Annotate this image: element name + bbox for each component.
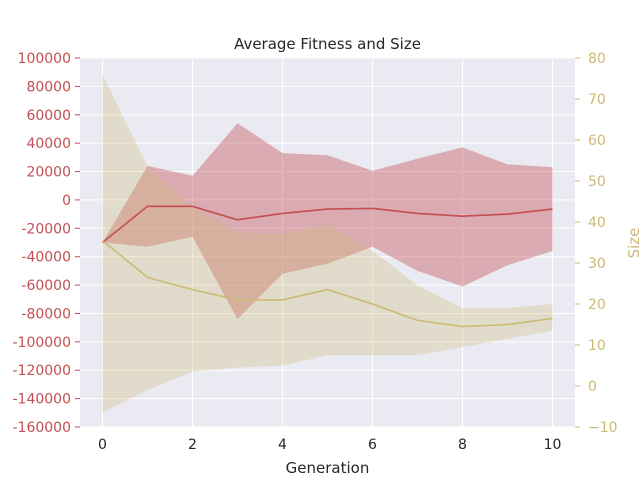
right-tick-label: 60 — [588, 133, 606, 149]
left-tick-label: -40000 — [21, 250, 71, 266]
size-line — [101, 239, 553, 328]
x-axis-label: Generation — [286, 459, 370, 477]
left-tick-label: 60000 — [26, 108, 71, 124]
x-tick-label: 2 — [188, 437, 197, 453]
bands — [102, 74, 553, 413]
left-tick-label: 0 — [62, 193, 71, 209]
left-tick-label: -100000 — [13, 335, 72, 351]
x-tick-label: 8 — [458, 437, 467, 453]
right-tick-label: 10 — [588, 338, 606, 354]
right-tick-label: 80 — [588, 51, 606, 67]
left-axis-ticks: 100000 80000 60000 40000 20000 0 -20000 -40000 -… — [13, 51, 80, 436]
left-tick-label: 40000 — [26, 136, 71, 152]
fitness-line — [101, 205, 553, 244]
right-axis-label: Size — [625, 228, 640, 259]
x-tick-label: 4 — [278, 437, 287, 453]
right-tick-label: −10 — [588, 420, 618, 436]
lines — [101, 205, 553, 328]
left-tick-label: -80000 — [21, 306, 71, 322]
left-tick-label: 100000 — [18, 51, 71, 67]
x-tick-label: 0 — [98, 437, 107, 453]
left-tick-label: -20000 — [21, 221, 71, 237]
left-tick-label: -120000 — [13, 363, 72, 379]
right-tick-label: 40 — [588, 215, 606, 231]
chart-title: Average Fitness and Size — [234, 35, 421, 53]
left-tick-label: -60000 — [21, 278, 71, 294]
right-tick-label: 70 — [588, 92, 606, 108]
plot-area — [80, 58, 575, 427]
left-tick-label: 20000 — [26, 165, 71, 181]
right-tick-label: 0 — [588, 379, 597, 395]
x-tick-label: 10 — [544, 437, 562, 453]
left-tick-label: 80000 — [26, 79, 71, 95]
right-tick-label: 20 — [588, 297, 606, 313]
size-band — [102, 74, 553, 413]
left-tick-label: -160000 — [13, 420, 72, 436]
right-axis-ticks: 80 70 60 50 40 30 20 10 0 −10 — [575, 51, 618, 436]
x-axis-ticks: 0 2 4 6 8 10 — [98, 437, 561, 453]
right-tick-label: 30 — [588, 256, 606, 272]
left-tick-label: -140000 — [13, 392, 72, 408]
right-tick-label: 50 — [588, 174, 606, 190]
fitness-band — [102, 123, 553, 320]
x-tick-label: 6 — [368, 437, 377, 453]
